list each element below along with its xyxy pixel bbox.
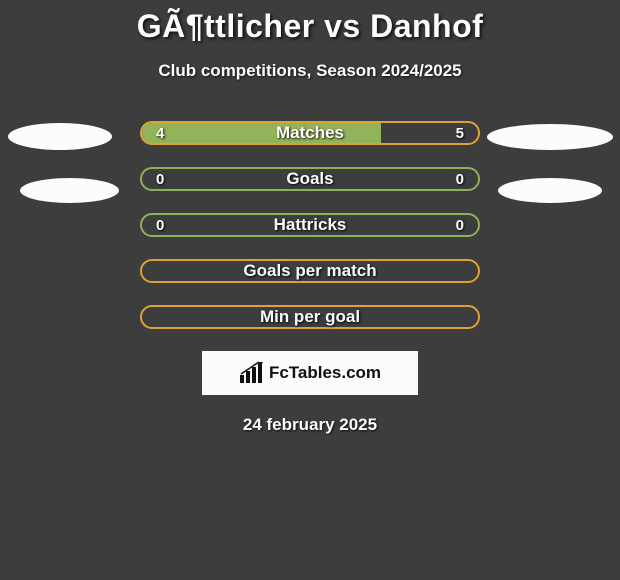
subtitle: Club competitions, Season 2024/2025 <box>0 61 620 81</box>
stat-row-matches: 4 Matches 5 <box>140 121 480 145</box>
stat-label: Goals per match <box>142 261 478 281</box>
player-right-ellipse-1 <box>487 124 613 150</box>
stat-label: Matches <box>142 123 478 143</box>
player-left-ellipse-1 <box>8 123 112 150</box>
stat-right-value: 5 <box>456 125 464 142</box>
stat-label: Min per goal <box>142 307 478 327</box>
stat-label: Hattricks <box>142 215 478 235</box>
stat-row-min-per-goal: Min per goal <box>140 305 480 329</box>
stat-row-goals-per-match: Goals per match <box>140 259 480 283</box>
stat-label: Goals <box>142 169 478 189</box>
brand-box[interactable]: FcTables.com <box>202 351 418 395</box>
stat-row-goals: 0 Goals 0 <box>140 167 480 191</box>
brand-chart-icon <box>239 361 265 385</box>
stat-right-value: 0 <box>456 217 464 234</box>
brand-text: FcTables.com <box>269 363 381 383</box>
player-left-ellipse-2 <box>20 178 119 203</box>
player-right-ellipse-2 <box>498 178 602 203</box>
page-title: GÃ¶ttlicher vs Danhof <box>0 0 620 45</box>
stat-right-value: 0 <box>456 171 464 188</box>
date-line: 24 february 2025 <box>0 415 620 435</box>
stats-container: 4 Matches 5 0 Goals 0 0 Hattricks 0 Goal… <box>0 121 620 329</box>
stat-row-hattricks: 0 Hattricks 0 <box>140 213 480 237</box>
